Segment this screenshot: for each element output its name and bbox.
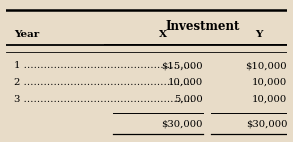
- Text: Year: Year: [14, 31, 40, 39]
- Text: Y: Y: [255, 31, 263, 39]
- Text: $30,000: $30,000: [246, 119, 287, 128]
- Text: 2 ……………………………………………: 2 ……………………………………………: [14, 78, 194, 87]
- Text: 3 ……………………………………………: 3 ……………………………………………: [14, 95, 194, 104]
- Text: 10,000: 10,000: [168, 78, 203, 87]
- Text: 1 ……………………………………………: 1 ……………………………………………: [14, 61, 194, 70]
- Text: Investment: Investment: [166, 20, 240, 34]
- Text: $10,000: $10,000: [246, 61, 287, 70]
- Text: $30,000: $30,000: [161, 119, 203, 128]
- Text: 10,000: 10,000: [252, 95, 287, 104]
- Text: $15,000: $15,000: [161, 61, 203, 70]
- Text: 10,000: 10,000: [252, 78, 287, 87]
- Text: X: X: [159, 31, 167, 39]
- Text: 5,000: 5,000: [174, 95, 203, 104]
